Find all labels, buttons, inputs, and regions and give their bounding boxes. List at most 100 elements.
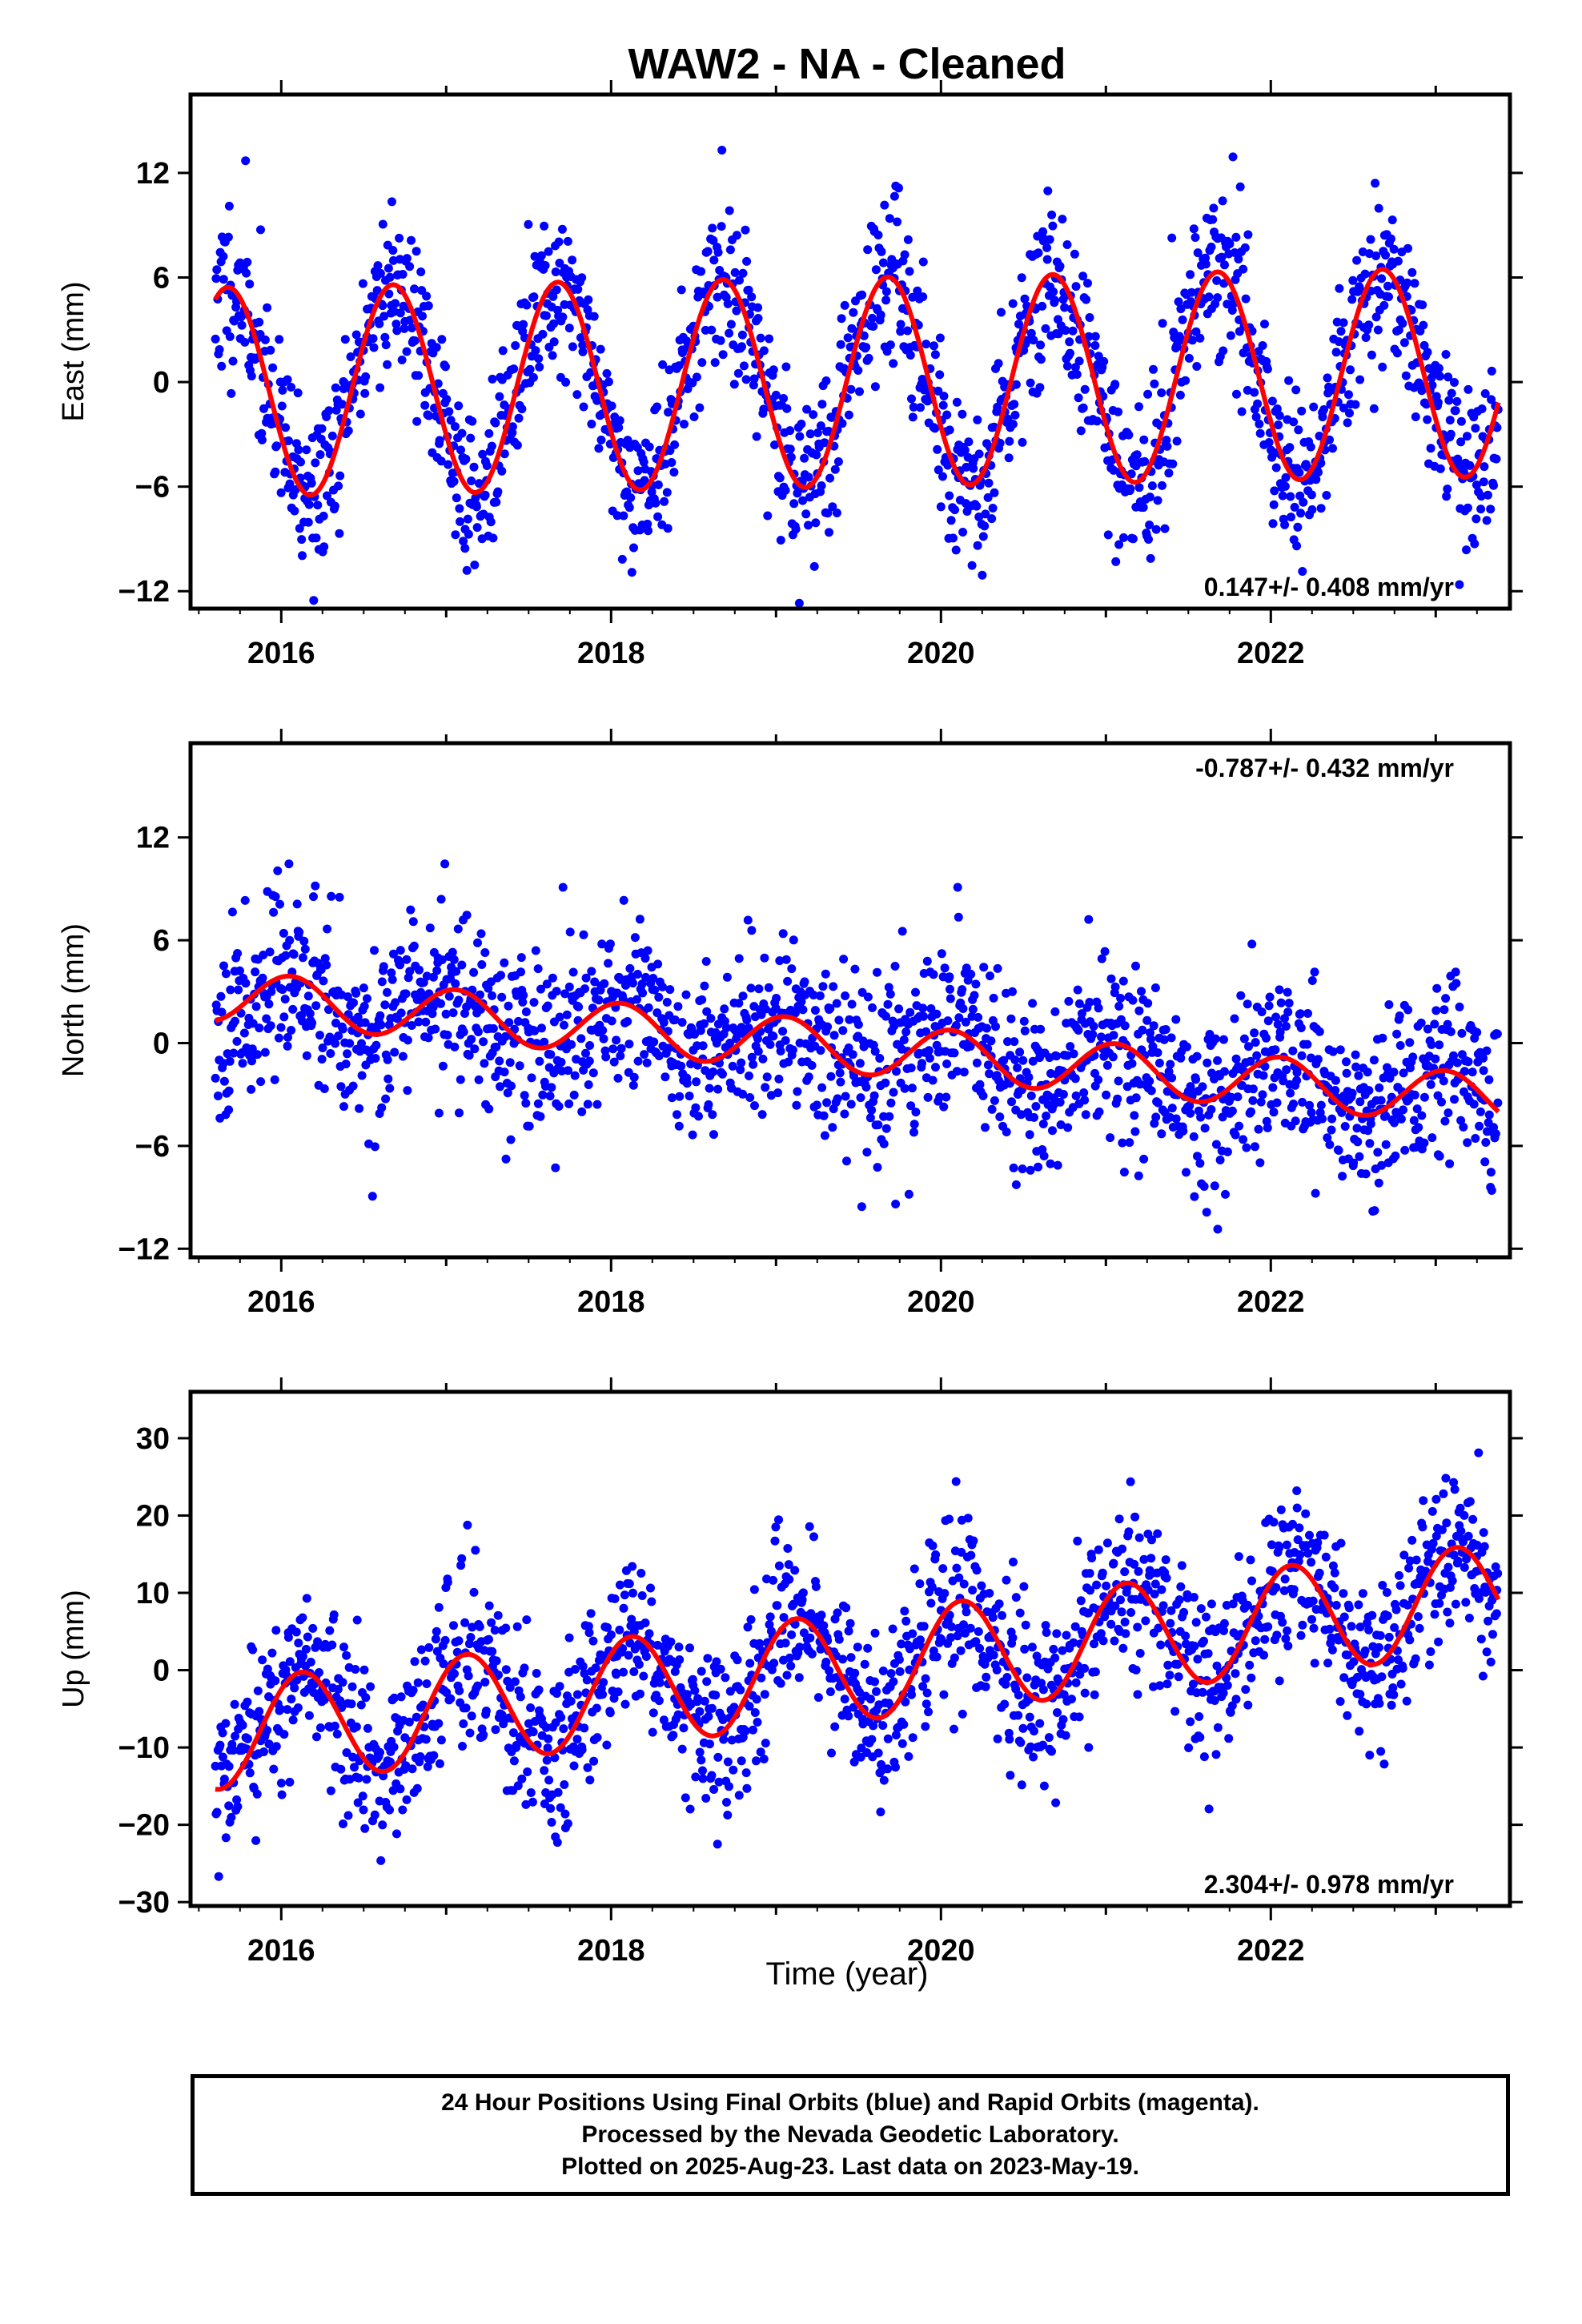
data-point: [1352, 1124, 1362, 1133]
data-point: [609, 1694, 619, 1703]
data-point: [1048, 221, 1058, 231]
data-point: [452, 967, 461, 976]
data-point: [251, 1002, 261, 1011]
data-point: [1076, 426, 1086, 436]
data-point: [517, 1774, 527, 1783]
data-point: [490, 1626, 500, 1635]
data-point: [327, 431, 337, 440]
data-point: [897, 1739, 907, 1748]
data-point: [342, 1651, 351, 1660]
data-point: [855, 387, 864, 396]
data-point: [685, 1804, 695, 1814]
data-point: [747, 926, 757, 935]
data-point: [1241, 1685, 1251, 1695]
data-point: [865, 1113, 875, 1123]
data-point: [435, 436, 444, 445]
data-point: [1038, 301, 1047, 311]
data-point: [442, 395, 452, 404]
data-point: [303, 517, 313, 527]
data-point: [1196, 1604, 1206, 1614]
data-point: [598, 1690, 608, 1699]
data-point: [1450, 378, 1459, 387]
data-point: [669, 468, 679, 477]
data-point: [560, 1020, 568, 1030]
data-point: [721, 1673, 730, 1683]
data-point: [461, 454, 471, 464]
data-point: [615, 416, 624, 425]
data-point: [749, 380, 758, 390]
data-point: [428, 1009, 437, 1019]
data-point: [784, 1560, 793, 1570]
data-point: [1100, 947, 1110, 956]
data-point: [590, 977, 600, 987]
data-point: [781, 955, 791, 964]
data-point: [919, 1622, 929, 1631]
data-point: [1042, 1628, 1051, 1637]
data-point: [776, 1679, 785, 1688]
data-point: [462, 911, 472, 920]
data-point: [619, 895, 628, 905]
data-point: [1202, 1208, 1211, 1217]
data-point: [869, 1091, 879, 1100]
data-point: [1230, 248, 1239, 257]
data-point: [532, 1669, 541, 1678]
data-point: [950, 505, 960, 515]
data-point: [825, 528, 833, 537]
data-point: [429, 1751, 439, 1760]
rate-annotation: 0.147+/- 0.408 mm/yr: [1204, 573, 1454, 601]
data-point: [448, 947, 457, 957]
data-point: [1109, 1558, 1118, 1568]
data-point: [1066, 1042, 1075, 1051]
data-point: [1154, 1059, 1164, 1068]
data-point: [954, 1013, 964, 1023]
data-point: [1296, 1630, 1306, 1640]
data-point: [568, 967, 578, 977]
data-point: [1264, 438, 1274, 447]
data-point: [850, 964, 860, 974]
data-point: [544, 247, 553, 256]
data-point: [1231, 1130, 1240, 1140]
data-point: [1007, 1097, 1016, 1107]
data-point: [1279, 1076, 1288, 1086]
data-point: [1310, 967, 1319, 977]
data-point: [451, 979, 460, 988]
data-point: [1203, 1649, 1213, 1659]
data-point: [713, 1084, 723, 1094]
data-point: [1417, 1111, 1427, 1120]
data-point: [770, 440, 779, 449]
data-point: [212, 265, 222, 275]
data-point: [544, 1775, 554, 1785]
data-point: [769, 1575, 778, 1585]
data-point: [1399, 1068, 1408, 1078]
data-point: [629, 1072, 639, 1082]
data-point: [267, 1648, 277, 1658]
data-point: [283, 1041, 292, 1051]
data-point: [1247, 1107, 1255, 1116]
data-point: [1042, 1112, 1051, 1120]
data-point: [1282, 1065, 1291, 1075]
data-point: [226, 985, 235, 995]
data-point: [545, 1092, 555, 1101]
data-point: [565, 927, 575, 937]
data-point: [546, 1050, 556, 1059]
data-point: [1480, 462, 1489, 472]
data-point: [1367, 350, 1376, 360]
data-point: [629, 1667, 639, 1676]
data-point: [1106, 1619, 1116, 1629]
data-point: [283, 375, 292, 384]
data-point: [1263, 364, 1272, 374]
data-point: [1262, 1033, 1271, 1043]
data-point: [547, 1818, 556, 1827]
data-point: [501, 1623, 511, 1633]
data-point: [1233, 1092, 1243, 1102]
data-point: [1083, 279, 1092, 288]
data-point: [728, 1061, 737, 1071]
data-point: [280, 995, 290, 1004]
data-point: [962, 462, 971, 472]
data-point: [1162, 1679, 1172, 1689]
data-point: [959, 1620, 968, 1630]
data-point: [1134, 1566, 1143, 1576]
data-point: [677, 1744, 687, 1754]
data-point: [1318, 1114, 1327, 1124]
data-point: [667, 1093, 677, 1103]
